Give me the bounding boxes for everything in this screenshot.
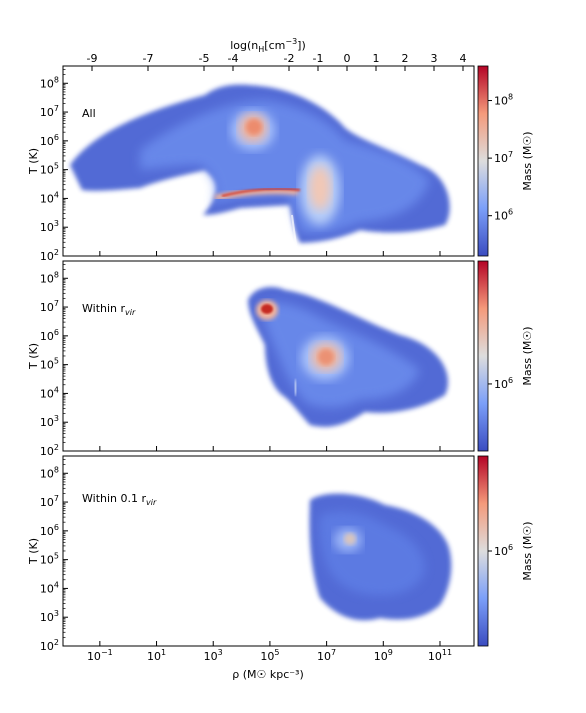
y-tick-label: 106 (40, 328, 59, 343)
y-tick-label: 104 (40, 190, 59, 205)
y-tick-label: 104 (40, 580, 59, 595)
top-tick-label: -4 (228, 52, 239, 65)
heatmap-within-rvir (248, 287, 448, 427)
colorbar-tick-label: 108 (494, 93, 513, 108)
x-tick-label: 109 (374, 648, 393, 663)
x-tick-label: 105 (260, 648, 279, 663)
top-tick-label: -1 (313, 52, 324, 65)
y-tick-label: 108 (40, 75, 59, 90)
top-axis-ticks: -9 -7 -5 -4 -2 -1 0 1 2 3 4 (87, 52, 467, 71)
y-axis-label-all: T (K) (27, 148, 40, 175)
colorbar-ticks-within-0p1-rvir: 106 (488, 543, 513, 558)
y-tick-label: 107 (40, 299, 59, 314)
y-axis-label-within-rvir: T (K) (27, 343, 40, 370)
colorbar-tick-label: 106 (494, 376, 513, 391)
heatmap-within-0p1-rvir (309, 493, 452, 621)
top-tick-label: 0 (344, 52, 351, 65)
x-tick-label: 1011 (428, 648, 452, 663)
x-tick-label: 101 (147, 648, 166, 663)
panel-within-0p1-rvir: Within 0.1 rvir 102 103 104 105 106 107 108 T … (27, 455, 534, 653)
colorbar-tick-label: 106 (494, 208, 513, 223)
y-tick-label: 102 (40, 638, 59, 653)
top-tick-label: -7 (143, 52, 154, 65)
top-tick-label: -2 (284, 52, 295, 65)
panel-label-within-0p1-rvir: Within 0.1 rvir (82, 492, 157, 507)
x-tick-label: 103 (204, 648, 223, 663)
y-axis-ticks-all: 102 103 104 105 106 107 108 (40, 69, 441, 263)
colorbar-within-0p1-rvir (477, 455, 489, 647)
colorbar-tick-label: 107 (494, 150, 513, 165)
x-axis-label: ρ (M☉ kpc⁻³) (232, 668, 304, 681)
y-tick-label: 103 (40, 609, 59, 624)
colorbar-label-all: Mass (M☉) (521, 131, 534, 190)
top-axis-title: log(nH[cm−3]) (230, 37, 306, 54)
colorbar-all (477, 65, 489, 257)
y-tick-label: 108 (40, 270, 59, 285)
panel-label-within-rvir: Within rvir (82, 302, 136, 317)
colorbar-label-within-0p1-rvir: Mass (M☉) (521, 521, 534, 580)
y-axis-ticks-within-rvir: 102 103 104 105 106 107 108 (40, 264, 441, 458)
colorbar-within-rvir (477, 260, 489, 452)
y-tick-label: 107 (40, 104, 59, 119)
x-axis-ticks: 10−1 101 103 105 107 109 1011 (87, 648, 452, 663)
colorbar-ticks-all: 106 107 108 (488, 93, 513, 223)
y-axis-label-within-0p1-rvir: T (K) (27, 538, 40, 565)
colorbar-ticks-within-rvir: 106 (488, 376, 513, 391)
y-tick-label: 105 (40, 357, 59, 372)
colorbar-tick-label: 106 (494, 543, 513, 558)
y-axis-ticks-within-0p1-rvir: 102 103 104 105 106 107 108 (40, 459, 441, 653)
top-tick-label: -5 (199, 52, 210, 65)
y-tick-label: 108 (40, 465, 59, 480)
y-tick-label: 106 (40, 523, 59, 538)
y-tick-label: 105 (40, 552, 59, 567)
x-tick-label: 107 (317, 648, 336, 663)
heatmap-all (70, 84, 450, 246)
y-tick-label: 102 (40, 248, 59, 263)
top-tick-label: 3 (431, 52, 438, 65)
y-tick-label: 105 (40, 162, 59, 177)
x-tick-label: 10−1 (87, 648, 113, 663)
top-tick-label: -9 (87, 52, 98, 65)
y-tick-label: 103 (40, 414, 59, 429)
top-tick-label: 1 (373, 52, 380, 65)
y-tick-label: 102 (40, 443, 59, 458)
y-tick-label: 103 (40, 219, 59, 234)
y-tick-label: 104 (40, 385, 59, 400)
top-tick-label: 2 (402, 52, 409, 65)
y-tick-label: 106 (40, 133, 59, 148)
top-tick-label: 4 (460, 52, 467, 65)
colorbar-label-within-rvir: Mass (M☉) (521, 326, 534, 385)
panel-label-all: All (82, 107, 96, 120)
y-tick-label: 107 (40, 494, 59, 509)
